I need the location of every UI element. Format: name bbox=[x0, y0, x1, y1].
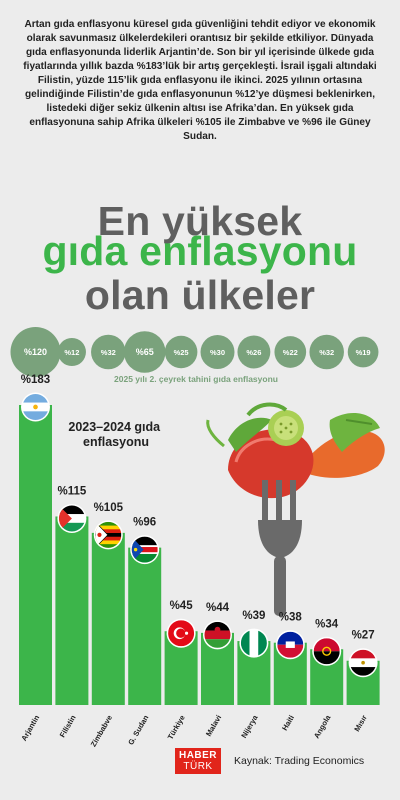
logo-line-1: HABER bbox=[178, 750, 218, 761]
forecast-label: 2025 yılı 2. çeyrek tahini gıda enflasyo… bbox=[114, 374, 278, 384]
flag bbox=[203, 620, 232, 650]
flag bbox=[21, 392, 50, 422]
bar-arjantin bbox=[19, 405, 52, 705]
chart-title: 2023–2024 gıda enflasyonu bbox=[68, 420, 163, 449]
nigeria-flag-icon bbox=[240, 630, 267, 657]
flag bbox=[93, 520, 123, 550]
malawi-flag-icon bbox=[204, 621, 231, 648]
chart-title-line-1: 2023–2024 gıda bbox=[68, 420, 161, 434]
headline-line-1: En yüksek bbox=[97, 198, 303, 244]
forecast-value-label: %12 bbox=[64, 348, 79, 357]
category-label: Filistin bbox=[58, 713, 78, 739]
headline-line-3: olan ülkeler bbox=[84, 272, 316, 318]
flag bbox=[312, 636, 342, 666]
egypt-flag-icon bbox=[350, 649, 377, 676]
forecast-value-label: %32 bbox=[319, 348, 334, 357]
flag bbox=[239, 628, 269, 658]
bar-value-label: %34 bbox=[315, 618, 339, 630]
forecast-bubbles: %120 %12 %32 %65 %25 %30 %26 %22 %32 %19 bbox=[10, 327, 379, 377]
forecast-bubble bbox=[57, 337, 86, 367]
category-label: G. Sudan bbox=[126, 713, 150, 746]
haiti-flag-icon bbox=[277, 631, 304, 658]
bar-gsudan bbox=[128, 547, 162, 705]
forecast-value-label: %65 bbox=[136, 347, 154, 357]
intro-paragraph: Artan gıda enflasyonu küresel gıda güven… bbox=[23, 19, 377, 143]
chart-title-line-2: enflasyonu bbox=[83, 435, 149, 449]
category-label: Türkiye bbox=[166, 714, 187, 742]
palestine-flag-icon bbox=[58, 505, 85, 532]
forecast-value-label: %22 bbox=[283, 348, 298, 357]
zimbabwe-flag-icon bbox=[95, 521, 122, 548]
bar-value-label: %96 bbox=[133, 517, 156, 529]
bar-value-label: %183 bbox=[21, 374, 50, 386]
forecast-bubble bbox=[309, 334, 344, 370]
forecast-bubble bbox=[274, 336, 307, 368]
source-text: Kaynak: Trading Economics bbox=[234, 755, 365, 767]
flag bbox=[348, 648, 378, 678]
flag bbox=[275, 630, 305, 660]
bar-value-label: %115 bbox=[58, 485, 87, 497]
south-sudan-flag-icon bbox=[131, 536, 158, 563]
category-label: Malavi bbox=[204, 714, 223, 738]
forecast-value-label: %25 bbox=[174, 348, 189, 357]
category-label: Zimbabve bbox=[89, 714, 114, 749]
forecast-bubble bbox=[347, 336, 379, 368]
vegetables-on-fork-illustration bbox=[206, 402, 385, 616]
forecast-value-label: %26 bbox=[246, 348, 261, 357]
bar-value-label: %39 bbox=[242, 610, 265, 622]
forecast-value-label: %30 bbox=[210, 348, 225, 357]
category-label: Arjantin bbox=[19, 713, 41, 742]
argentina-flag-icon bbox=[22, 394, 49, 420]
bar-filistin bbox=[55, 516, 89, 705]
forecast-value-label: %32 bbox=[101, 348, 116, 357]
headline-line-2: gıda enflasyonu bbox=[42, 228, 358, 274]
bar-zimbabve bbox=[91, 532, 125, 705]
bars: %183 Arjantin %115 Filistin %105 Zimbabve %96 G… bbox=[19, 374, 380, 748]
flag bbox=[57, 503, 87, 533]
turkey-flag-icon bbox=[168, 620, 195, 647]
angola-flag-icon bbox=[313, 638, 340, 665]
haberturk-logo: HABER TÜRK bbox=[175, 748, 221, 774]
bar-value-label: %105 bbox=[94, 502, 124, 514]
category-label: Nijerya bbox=[239, 713, 260, 740]
forecast-bubble bbox=[10, 327, 61, 377]
forecast-bubble bbox=[237, 335, 271, 369]
flag bbox=[166, 618, 196, 648]
category-label: Haiti bbox=[280, 714, 296, 733]
bar-value-label: %38 bbox=[279, 612, 303, 624]
logo-line-2: TÜRK bbox=[183, 761, 213, 772]
category-label: Angola bbox=[312, 713, 333, 740]
forecast-value-label: %19 bbox=[356, 348, 371, 357]
forecast-value-label: %120 bbox=[24, 347, 47, 357]
category-label: Mısır bbox=[352, 713, 369, 733]
bar-value-label: %44 bbox=[206, 602, 230, 614]
forecast-bubble bbox=[164, 335, 198, 369]
bar-value-label: %45 bbox=[170, 600, 194, 612]
flag bbox=[130, 535, 160, 565]
forecast-bubble bbox=[123, 331, 166, 373]
forecast-bubble bbox=[200, 335, 235, 369]
bar-value-label: %27 bbox=[352, 630, 375, 642]
forecast-bubble bbox=[91, 334, 126, 370]
